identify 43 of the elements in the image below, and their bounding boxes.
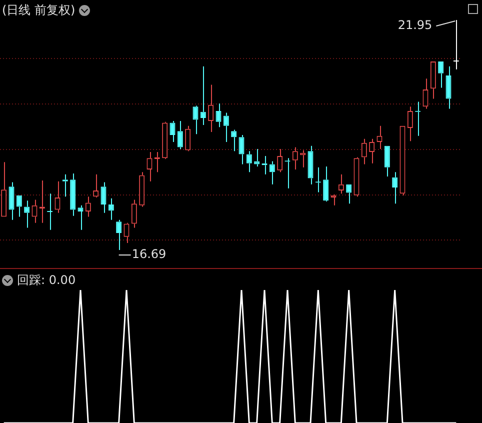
candlestick xyxy=(54,180,60,214)
candlestick xyxy=(47,193,53,230)
candlestick xyxy=(116,219,122,250)
candlestick xyxy=(208,84,214,132)
chart-title: (日线 前复权) xyxy=(2,2,76,19)
candlestick xyxy=(200,66,206,126)
candlestick xyxy=(1,162,7,217)
candlestick xyxy=(177,120,183,150)
candlestick xyxy=(308,145,314,185)
candlestick xyxy=(32,199,38,224)
candlestick xyxy=(277,148,283,173)
candlestick xyxy=(269,160,275,185)
candlestick xyxy=(216,103,222,128)
candlestick xyxy=(400,126,406,196)
candlestick xyxy=(162,121,168,160)
candlestick xyxy=(100,182,106,214)
candlestick xyxy=(192,105,198,135)
candlestick xyxy=(139,172,145,208)
annotation: 21.95 xyxy=(398,18,432,32)
candlestick xyxy=(254,148,260,167)
candlestick xyxy=(438,62,444,88)
candlestick xyxy=(422,78,428,110)
candlestick xyxy=(231,129,237,152)
candlestick xyxy=(392,172,398,204)
candlestick xyxy=(170,120,176,142)
candlestick xyxy=(407,106,413,142)
candlestick xyxy=(238,134,244,165)
chart-title: 回踩: 0.00 xyxy=(17,272,76,289)
candlestick xyxy=(78,204,84,230)
candlestick xyxy=(131,199,137,228)
candlestick xyxy=(24,200,30,228)
candlestick xyxy=(146,152,152,182)
candlestick xyxy=(446,66,452,110)
candlestick xyxy=(8,182,14,220)
candlestick xyxy=(323,166,329,202)
candlestick xyxy=(108,198,114,220)
candlestick xyxy=(223,112,229,142)
annotation: 16.69 xyxy=(132,247,166,262)
candlestick xyxy=(453,20,459,70)
candlestick xyxy=(70,172,76,216)
candlestick xyxy=(369,138,375,164)
candlestick xyxy=(124,222,130,244)
candlestick xyxy=(361,138,367,165)
